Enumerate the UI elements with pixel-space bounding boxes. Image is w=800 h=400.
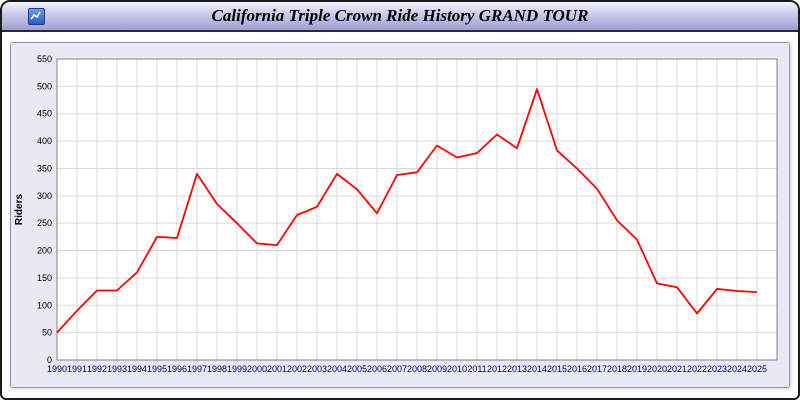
xtick-label: 2009	[427, 364, 447, 374]
ytick-label: 300	[37, 191, 52, 201]
xtick-label: 1997	[187, 364, 207, 374]
ytick-label: 400	[37, 136, 52, 146]
xtick-label: 2025	[747, 364, 767, 374]
xtick-label: 2013	[507, 364, 527, 374]
xtick-label: 1991	[67, 364, 87, 374]
ytick-label: 550	[37, 54, 52, 64]
xtick-label: 2019	[627, 364, 647, 374]
xtick-label: 1996	[167, 364, 187, 374]
xtick-label: 2005	[347, 364, 367, 374]
ytick-label: 350	[37, 163, 52, 173]
xtick-label: 2022	[687, 364, 707, 374]
xtick-label: 1990	[47, 364, 67, 374]
xtick-label: 2020	[647, 364, 667, 374]
xtick-label: 2012	[487, 364, 507, 374]
xtick-label: 2023	[707, 364, 727, 374]
xtick-label: 2002	[287, 364, 307, 374]
xtick-label: 2006	[367, 364, 387, 374]
xtick-label: 2003	[307, 364, 327, 374]
ytick-label: 450	[37, 109, 52, 119]
xtick-label: 2017	[587, 364, 607, 374]
xtick-label: 2000	[247, 364, 267, 374]
ytick-label: 0	[47, 355, 52, 365]
xtick-label: 1993	[107, 364, 127, 374]
ytick-label: 150	[37, 273, 52, 283]
xtick-label: 2016	[567, 364, 587, 374]
ytick-label: 50	[42, 328, 52, 338]
xtick-label: 2010	[447, 364, 467, 374]
xtick-label: 2007	[387, 364, 407, 374]
xtick-label: 2008	[407, 364, 427, 374]
xtick-label: 1998	[207, 364, 227, 374]
chart-panel: 0 50 100 150 200 250 300 350 400 450 500 550 1990 199…	[10, 42, 790, 388]
xtick-label: 1994	[127, 364, 147, 374]
window-title: California Triple Crown Ride History GRA…	[211, 6, 589, 25]
titlebar: California Triple Crown Ride History GRA…	[2, 2, 798, 32]
xtick-label: 1992	[87, 364, 107, 374]
xtick-label: 2015	[547, 364, 567, 374]
riders-series-line	[56, 88, 758, 334]
xtick-label: 2024	[727, 364, 747, 374]
xtick-label: 2018	[607, 364, 627, 374]
xtick-label: 2014	[527, 364, 547, 374]
ytick-label: 250	[37, 218, 52, 228]
plot-border	[56, 58, 778, 361]
ytick-label: 200	[37, 246, 52, 256]
xtick-label: 1999	[227, 364, 247, 374]
chart-window-icon	[28, 7, 45, 25]
ytick-label: 100	[37, 300, 52, 310]
xtick-label: 2004	[327, 364, 347, 374]
xtick-label: 2011	[467, 364, 486, 374]
ytick-label: 500	[37, 81, 52, 91]
xtick-label: 2001	[267, 364, 287, 374]
xtick-label: 1995	[147, 364, 167, 374]
xtick-label: 2021	[667, 364, 687, 374]
y-axis-title: Riders	[14, 194, 25, 226]
